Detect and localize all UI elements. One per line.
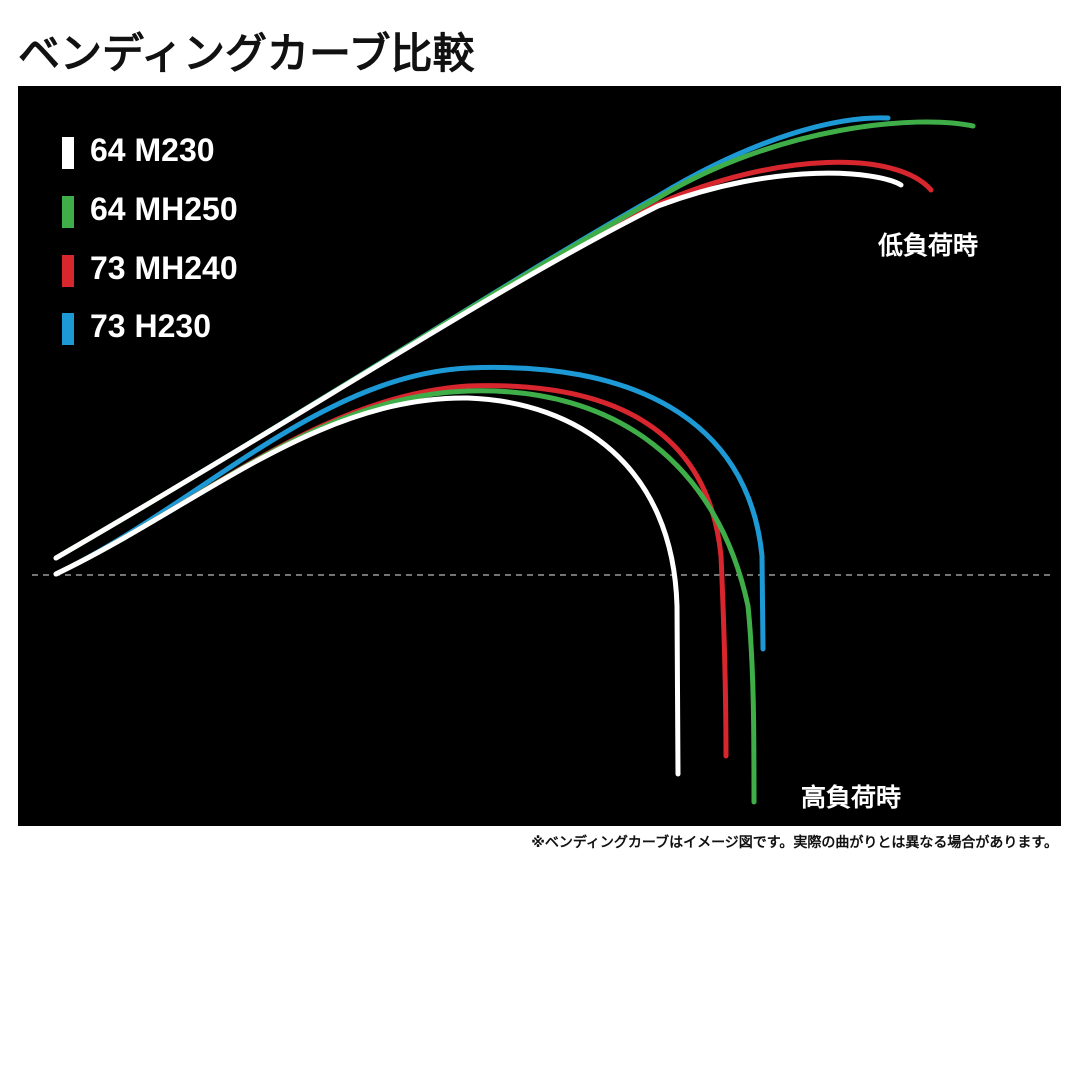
chart-title: ベンディングカーブ比較 [18, 29, 475, 78]
high-load-curve-73-h230 [53, 364, 766, 652]
high-load-curve-64-m230 [53, 395, 681, 777]
legend-swatch [62, 313, 74, 345]
chart-panel: 64 M230 64 MH250 73 MH240 73 H230 低負荷時 高… [18, 86, 1061, 826]
legend-label: 73 MH240 [90, 250, 238, 286]
legend-label: 73 H230 [90, 308, 211, 344]
legend-label: 64 M230 [90, 132, 215, 168]
low-load-label: 低負荷時 [878, 231, 979, 260]
bending-curve-chart [32, 115, 1050, 805]
legend-swatch [62, 196, 74, 228]
disclaimer-note: ※ベンディングカーブはイメージ図です。実際の曲がりとは異なる場合があります。 [531, 835, 1058, 851]
low-load-curve-64-m230 [53, 170, 904, 561]
high-load-label: 高負荷時 [801, 783, 902, 812]
high-load-curves [53, 364, 766, 805]
legend-swatch [62, 255, 74, 287]
low-load-curves [53, 115, 976, 561]
legend-swatch [62, 137, 74, 169]
legend-label: 64 MH250 [90, 191, 238, 227]
high-load-curve-73-mh240 [53, 383, 729, 759]
high-load-curve-64-mh250 [53, 388, 757, 805]
